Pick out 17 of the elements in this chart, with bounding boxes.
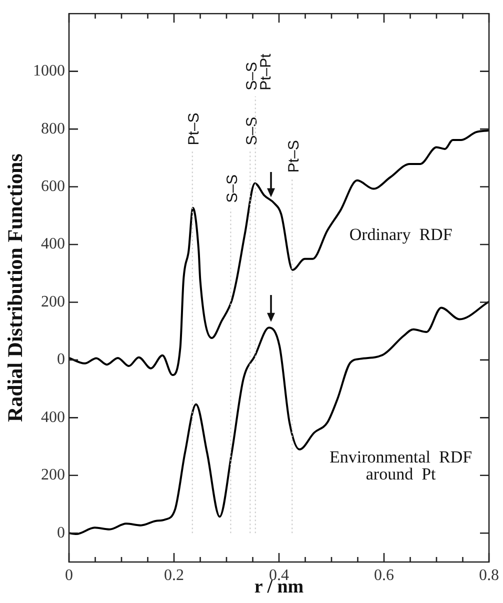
ref-line-label: S–S: [243, 116, 260, 146]
y-axis-title: Radial Distribution Functions: [3, 154, 28, 422]
y-tick-label: 200: [41, 293, 65, 310]
y-tick-label: 800: [41, 120, 65, 138]
x-tick-label: 0.6: [374, 566, 394, 584]
ref-line-label: Pt–S: [285, 140, 302, 173]
y-tick-label: 400: [41, 236, 65, 253]
y-tick-label: 0: [57, 351, 65, 368]
x-tick-label: 0.8: [479, 566, 499, 584]
x-tick-label: 0.2: [164, 566, 184, 584]
series-label: Environmental RDF around Pt: [329, 447, 472, 484]
y-tick-label: 600: [41, 178, 65, 195]
ref-line-label: S–S: [224, 174, 241, 203]
ref-line-label: S–S Pt–Pt: [244, 52, 275, 90]
series-label: Ordinary RDF: [349, 225, 452, 244]
ref-line-label: Pt–S: [186, 112, 203, 146]
y-tick-label: 1000: [33, 62, 65, 80]
